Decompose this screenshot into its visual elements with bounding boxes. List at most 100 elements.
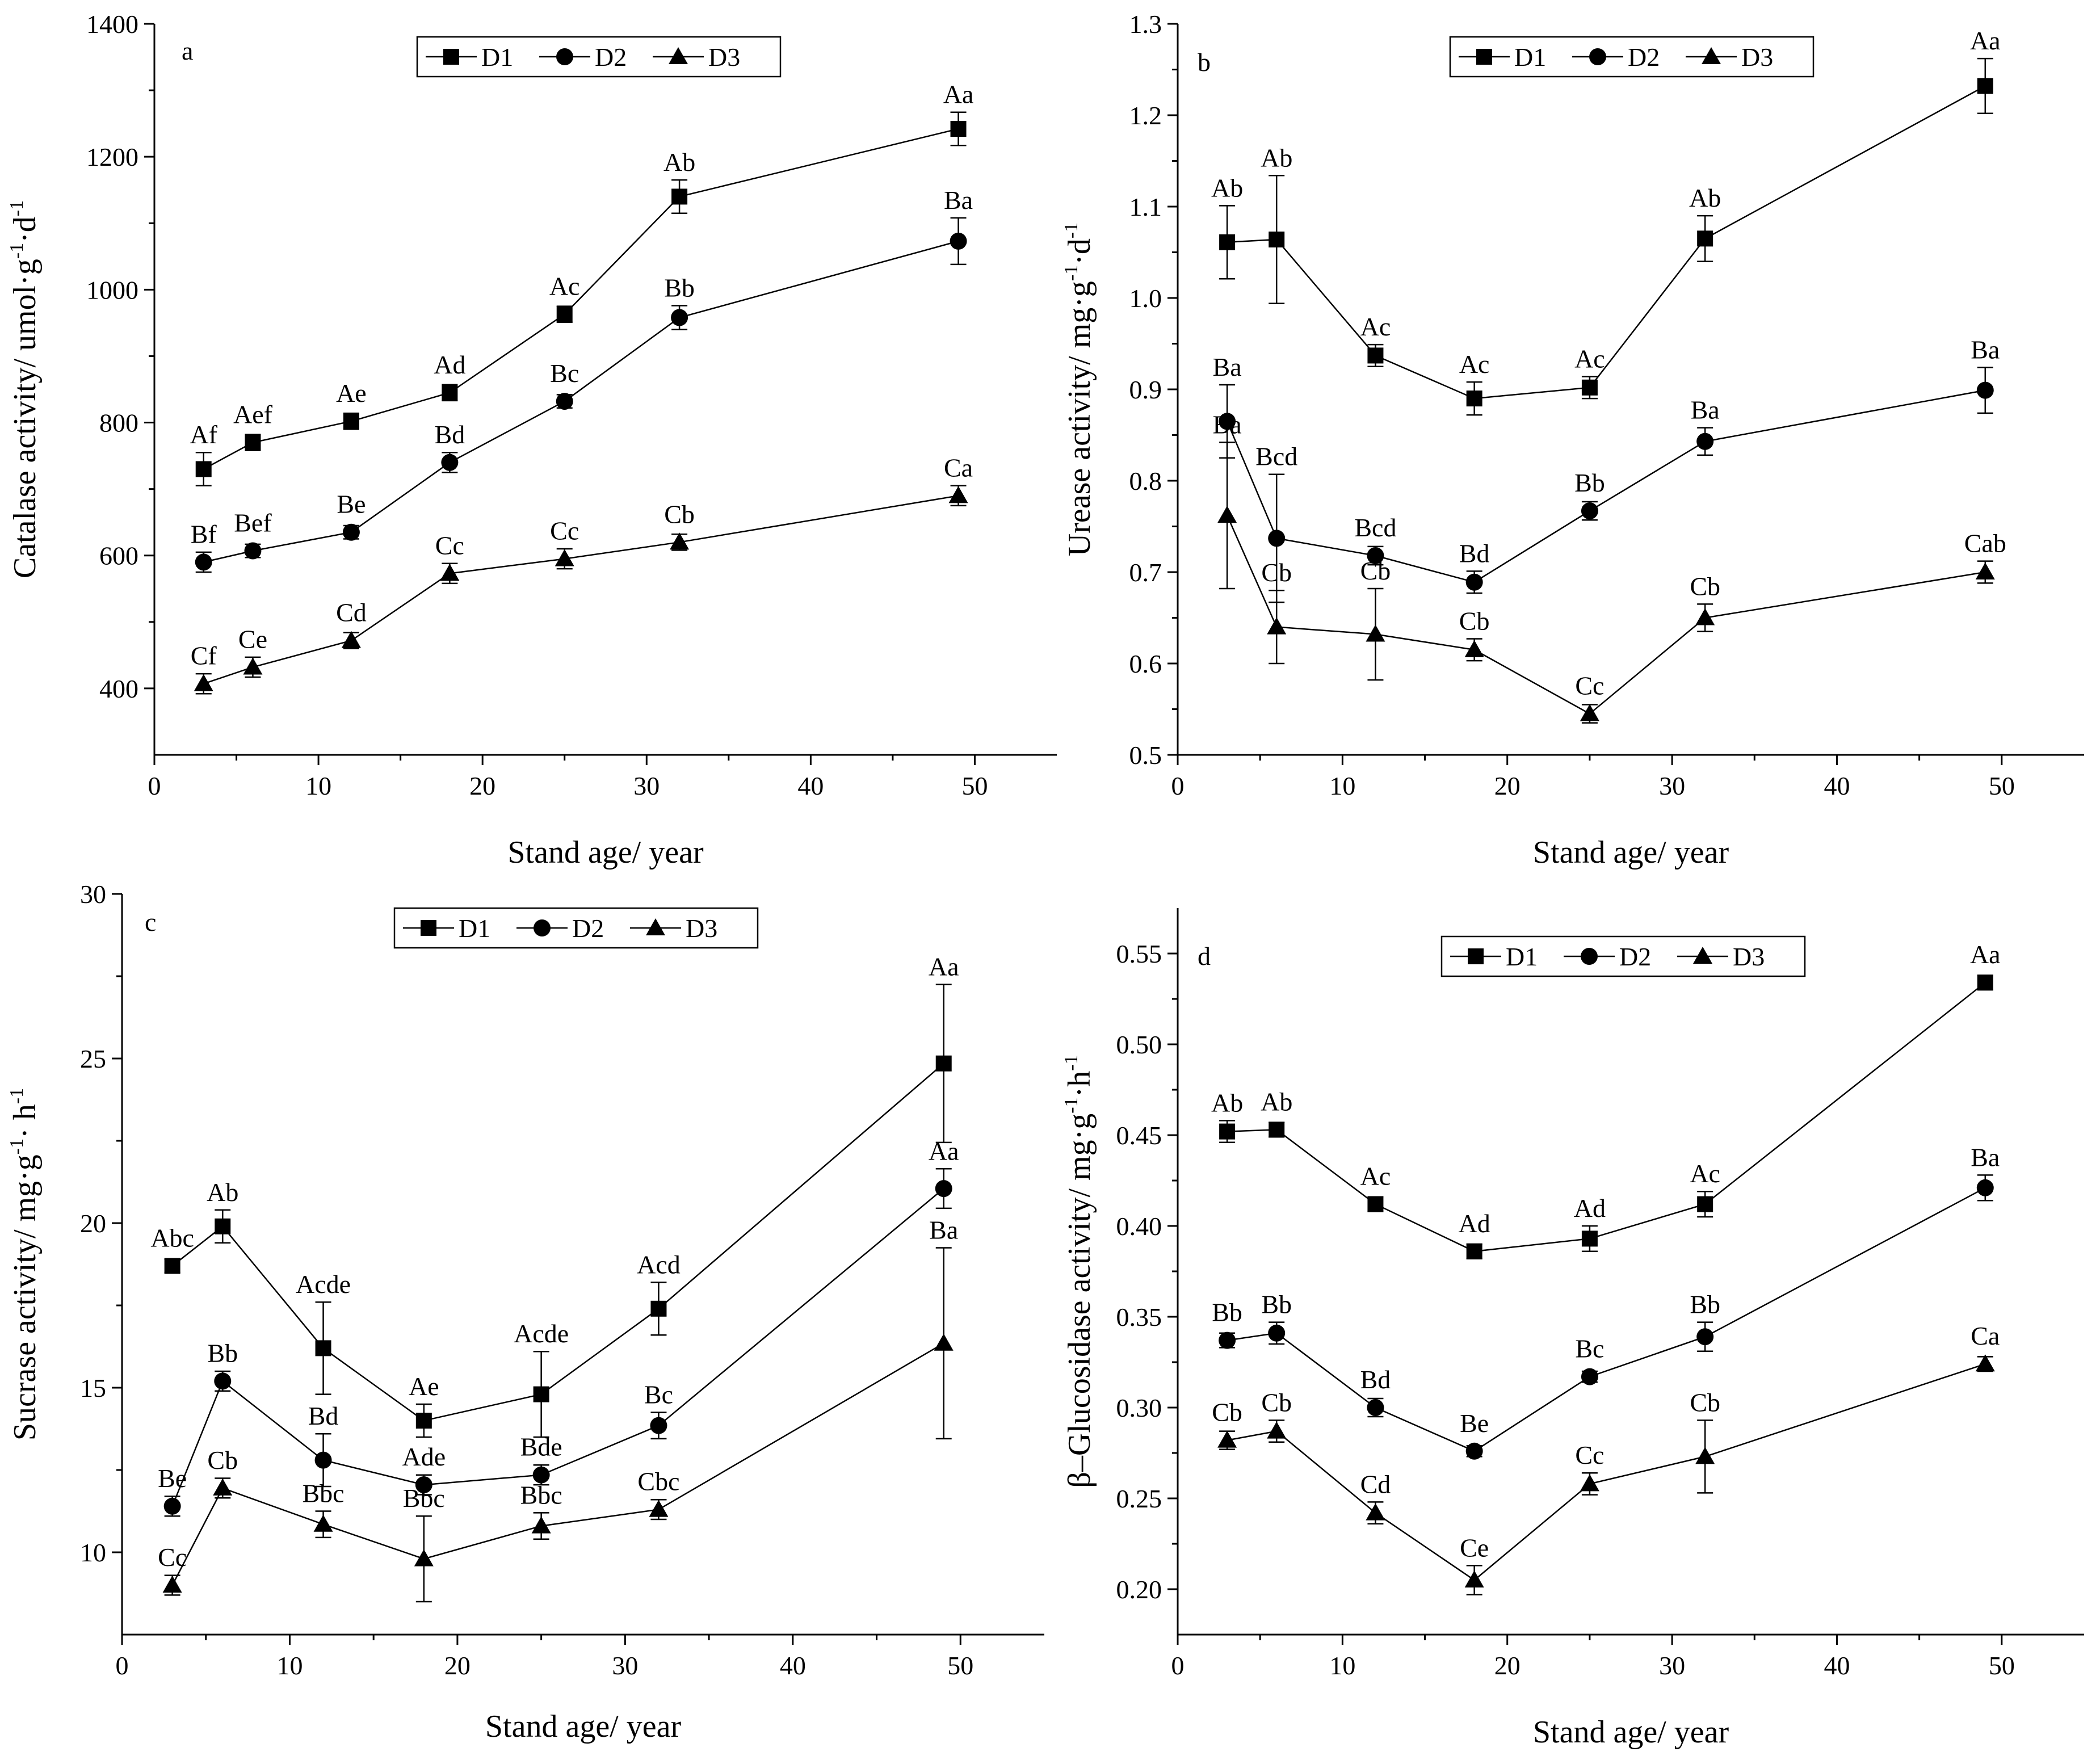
data-point (313, 1514, 333, 1532)
data-label: Ac (549, 272, 580, 301)
data-point (671, 188, 688, 205)
legend-marker (1581, 948, 1598, 965)
y-tick-label: 15 (80, 1374, 106, 1402)
y-axis-label-sup: -1 (1061, 222, 1082, 238)
data-label: Cb (664, 499, 695, 528)
data-point (415, 1476, 432, 1494)
data-point (531, 1516, 551, 1534)
data-label: Be (158, 1464, 187, 1493)
panel-label: c (145, 908, 156, 936)
series-line (1226, 389, 1986, 583)
series-line (1227, 982, 1986, 1253)
legend-label: D2 (572, 914, 604, 943)
x-tick-label: 20 (444, 1651, 471, 1680)
data-point (1217, 1430, 1237, 1448)
data-point (1366, 1503, 1385, 1521)
series-line (203, 495, 959, 684)
y-tick-label: 400 (99, 674, 138, 703)
legend-label: D2 (1619, 942, 1651, 971)
data-label: Bd (1360, 1365, 1391, 1394)
legend-label: D2 (595, 43, 627, 72)
y-axis-label-sup: -1 (1061, 265, 1082, 281)
legend-label: D3 (1741, 43, 1773, 72)
panel-label: b (1198, 48, 1211, 77)
data-label: Ba (929, 1216, 958, 1245)
y-axis-label-unit: ·d (7, 216, 43, 243)
y-tick-label: 0.55 (1116, 939, 1162, 968)
data-point (1580, 704, 1599, 721)
y-axis-label-sup: -1 (6, 243, 27, 259)
legend: D1 D2 D3 (416, 36, 782, 78)
data-label: Abc (150, 1223, 194, 1252)
x-axis-label: Stand age/ year (485, 1709, 682, 1744)
data-label: Bd (435, 420, 465, 449)
data-point (1695, 1447, 1715, 1464)
panel-label: a (182, 36, 193, 65)
series-D2: Bb Bb Bd Be Bc Bb Ba (1212, 1143, 2000, 1460)
y-axis-label-sup: -1 (6, 1139, 27, 1154)
data-label: Cf (191, 641, 217, 670)
data-label: Bbc (302, 1479, 344, 1508)
series-D1: Af Aef Ae Ad Ac Ab Aa (190, 80, 973, 487)
data-label: Cab (1964, 529, 2006, 558)
data-label: Cb (207, 1446, 238, 1475)
data-point (1977, 975, 1993, 991)
data-label: Ac (1360, 312, 1391, 341)
data-label: Bb (1574, 468, 1605, 497)
x-tick-label: 10 (1329, 1651, 1355, 1680)
y-tick-label: 1000 (86, 275, 138, 304)
series-line (1227, 1363, 1986, 1581)
x-tick-label: 50 (947, 1651, 973, 1680)
data-label: Cc (158, 1543, 187, 1572)
data-label: Ad (1459, 1209, 1490, 1238)
data-point (532, 1466, 550, 1484)
data-label: Cd (336, 598, 367, 627)
legend-label: D1 (459, 914, 490, 943)
data-label: Cd (1360, 1469, 1391, 1498)
y-tick-label: 0.30 (1116, 1393, 1162, 1422)
data-point (1268, 530, 1286, 547)
data-point (314, 1451, 332, 1469)
data-label: Bb (664, 273, 695, 302)
data-label: Cb (1261, 558, 1292, 587)
x-tick-label: 20 (469, 771, 495, 800)
x-tick-label: 30 (1659, 771, 1685, 800)
x-tick-label: 0 (116, 1651, 129, 1680)
y-axis-label-sup: -1 (6, 200, 27, 216)
data-point (213, 1478, 233, 1496)
legend-label: D3 (686, 914, 717, 943)
legend: D1 D2 D3 (1449, 36, 1815, 78)
data-label: Ab (1211, 173, 1243, 202)
data-point (164, 1258, 180, 1274)
data-point (343, 413, 359, 430)
y-tick-label: 1.0 (1129, 284, 1162, 313)
data-label: Cbc (637, 1467, 679, 1496)
data-label: Ad (1574, 1194, 1606, 1223)
data-label: Ac (1574, 344, 1605, 373)
x-tick-label: 20 (1494, 1651, 1521, 1680)
x-axis-label: Stand age/ year (1533, 835, 1729, 870)
panel-label: d (1198, 942, 1211, 971)
data-point (1466, 1243, 1482, 1259)
data-point (1267, 1421, 1287, 1439)
legend-label: D3 (1733, 942, 1765, 971)
legend-marker (669, 47, 688, 64)
series-D2: Ba Bcd Bcd Bd Bb Ba Ba (1213, 335, 2000, 603)
data-point (1581, 1230, 1598, 1247)
legend-box (1449, 36, 1815, 78)
y-tick-label: 1.2 (1129, 101, 1162, 130)
x-tick-label: 0 (1171, 1651, 1185, 1680)
y-tick-label: 0.5 (1129, 741, 1162, 770)
data-label: Ab (1261, 143, 1292, 172)
legend-label: D1 (1514, 43, 1546, 72)
legend-marker (1702, 47, 1721, 64)
y-tick-label: 1.1 (1129, 192, 1162, 221)
data-point (215, 1218, 231, 1234)
data-label: Ce (238, 624, 267, 653)
y-tick-label: 0.20 (1116, 1575, 1162, 1604)
series-line (171, 1062, 944, 1422)
data-label: Bb (1212, 1298, 1242, 1327)
legend-box (1440, 935, 1806, 977)
y-tick-label: 1400 (86, 10, 138, 39)
data-point (1367, 347, 1384, 364)
